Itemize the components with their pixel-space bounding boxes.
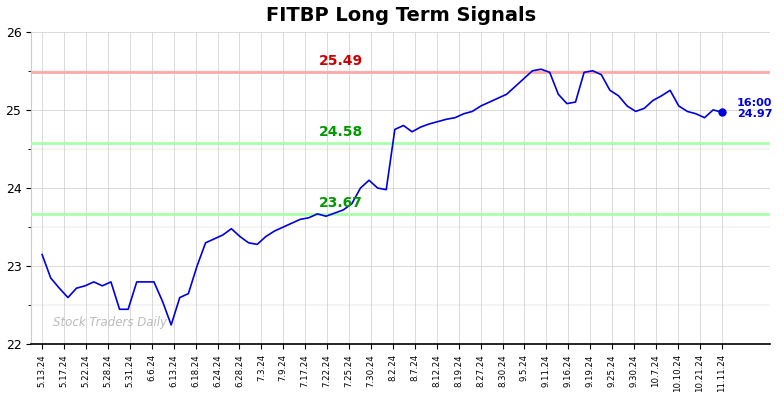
Text: Stock Traders Daily: Stock Traders Daily xyxy=(53,316,167,329)
Text: 25.49: 25.49 xyxy=(319,54,363,68)
Text: 23.67: 23.67 xyxy=(319,196,363,210)
Title: FITBP Long Term Signals: FITBP Long Term Signals xyxy=(266,6,535,25)
Text: 16:00
24.97: 16:00 24.97 xyxy=(737,98,772,119)
Text: 24.58: 24.58 xyxy=(319,125,363,139)
